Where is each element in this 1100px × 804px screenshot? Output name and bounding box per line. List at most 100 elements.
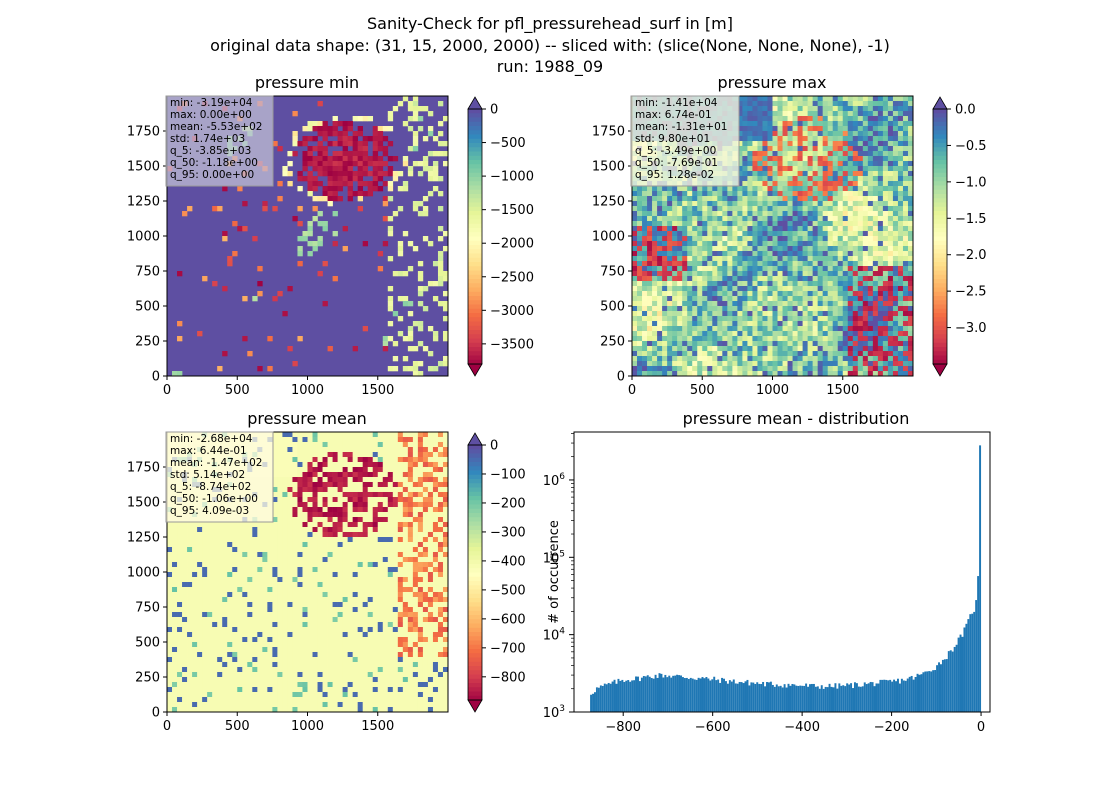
heatmap-cell [363,527,368,532]
heatmap-cell [388,532,393,537]
heatmap-cell [873,171,878,176]
heatmap-cell [747,121,752,126]
heatmap-cell [323,126,328,131]
heatmap-cell [438,176,443,181]
heatmap-cell [662,266,667,271]
heatmap-cell [343,542,348,547]
heatmap-cell [677,266,682,271]
heatmap-cell [888,266,893,271]
heatmap-cell [732,346,737,351]
heatmap-cell [903,111,908,116]
heatmap-cell [292,542,297,547]
heatmap-cell [637,306,642,311]
heatmap-cell [358,126,363,131]
heatmap-cell [227,527,232,532]
heatmap-cell [652,216,657,221]
heatmap-cell [903,181,908,186]
heatmap-cell [692,346,697,351]
heatmap-cell [722,301,727,306]
heatmap-cell [368,492,373,497]
heatmap-cell [697,206,702,211]
heatmap-cell [793,311,798,316]
heatmap-cell [302,522,307,527]
heatmap-cell [873,276,878,281]
heatmap-cell [717,331,722,336]
heatmap-cell [388,447,393,452]
heatmap-cell [677,216,682,221]
heatmap-cell [762,161,767,166]
heatmap-cell [677,366,682,371]
heatmap-cell [818,346,823,351]
heatmap-cell [833,116,838,121]
heatmap-cell [418,477,423,482]
heatmap-cell [888,131,893,136]
heatmap-cell [413,146,418,151]
heatmap-cell [657,216,662,221]
heatmap-cell [277,477,282,482]
heatmap-cell [313,497,318,502]
heatmap-cell [393,497,398,502]
heatmap-cell [363,241,368,246]
heatmap-cell [798,121,803,126]
heatmap-cell [838,211,843,216]
heatmap-cell [873,221,878,226]
heatmap-cell [418,472,423,477]
heatmap-cell [762,201,767,206]
heatmap-cell [707,236,712,241]
heatmap-cell [378,457,383,462]
heatmap-cell [697,201,702,206]
heatmap-cell [267,522,272,527]
heatmap-cell [773,326,778,331]
heatmap-cell [707,251,712,256]
heatmap-cell [338,131,343,136]
heatmap-cell [868,361,873,366]
heatmap-cell [737,291,742,296]
heatmap-cell [677,361,682,366]
heatmap-cell [438,261,443,266]
heatmap-cell [652,316,657,321]
heatmap-cell [318,477,323,482]
heatmap-cell [237,532,242,537]
heatmap-cell [358,522,363,527]
heatmap-cell [727,296,732,301]
heatmap-cell [878,366,883,371]
heatmap-cell [348,522,353,527]
heatmap-cell [752,156,757,161]
heatmap-cell [788,211,793,216]
heatmap-cell [388,457,393,462]
heatmap-cell [757,211,762,216]
heatmap-cell [903,226,908,231]
heatmap-cell [838,281,843,286]
heatmap-cell [413,321,418,326]
heatmap-cell [878,136,883,141]
heatmap-cell [717,236,722,241]
heatmap-cell [428,126,433,131]
heatmap-cell [742,141,747,146]
heatmap-cell [318,171,323,176]
heatmap-cell [757,101,762,106]
heatmap-cell [818,246,823,251]
heatmap-cell [783,311,788,316]
heatmap-cell [848,346,853,351]
heatmap-cell [433,502,438,507]
heatmap-cell [353,522,358,527]
heatmap-cell [893,256,898,261]
heatmap-cell [778,336,783,341]
heatmap-cell [868,171,873,176]
heatmap-cell [838,166,843,171]
heatmap-cell [338,447,343,452]
heatmap-cell [358,151,363,156]
heatmap-cell [798,211,803,216]
heatmap-cell [828,161,833,166]
heatmap-cell [853,161,858,166]
heatmap-cell [858,191,863,196]
heatmap-cell [788,346,793,351]
heatmap-cell [207,537,212,542]
heatmap-cell [637,271,642,276]
heatmap-cell [878,191,883,196]
heatmap-cell [742,291,747,296]
heatmap-cell [773,331,778,336]
heatmap-cell [742,106,747,111]
heatmap-cell [868,131,873,136]
heatmap-cell [302,542,307,547]
